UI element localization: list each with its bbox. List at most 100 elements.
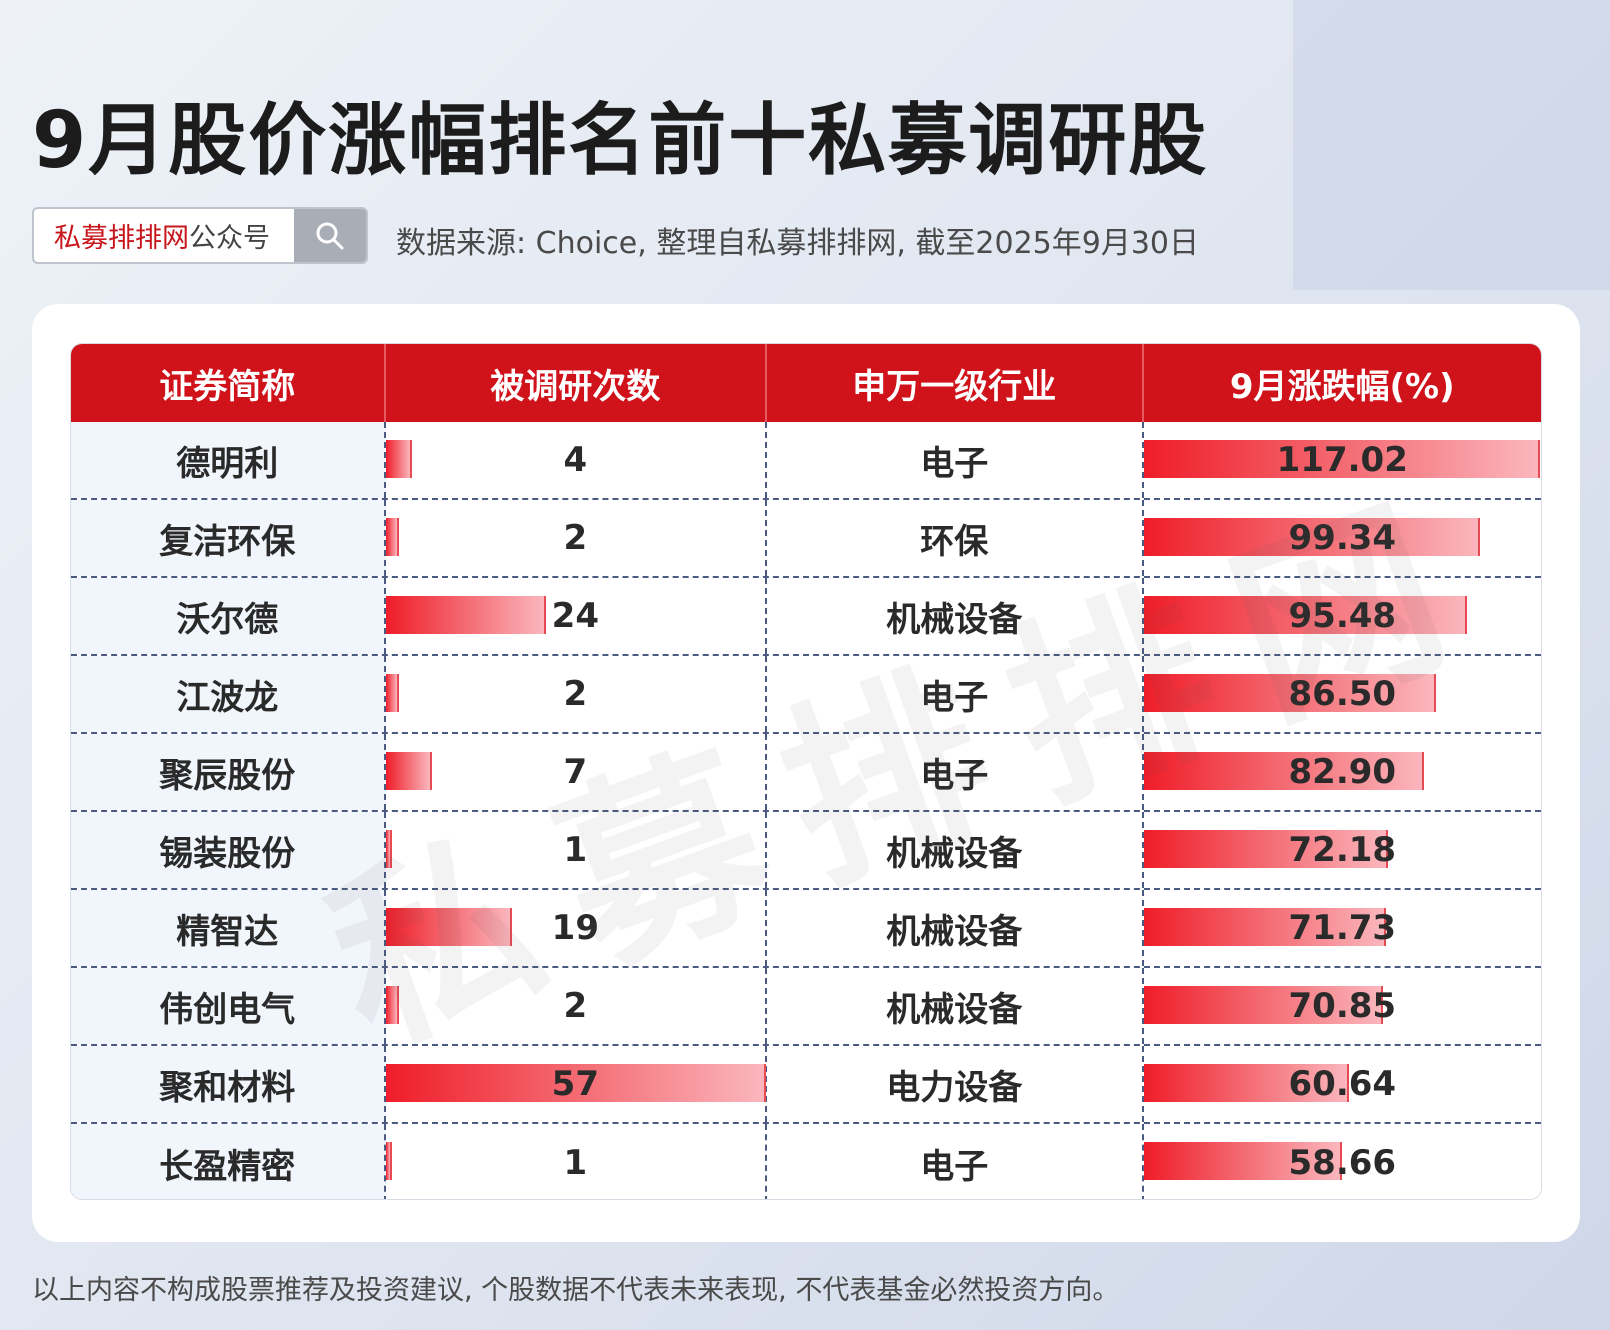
cell-change: 58.66: [1143, 1124, 1541, 1199]
table-row: 锡装股份 1 机械设备 72.18: [71, 812, 1541, 890]
industry-value: 机械设备: [886, 989, 1023, 1030]
cell-count: 1: [385, 812, 768, 888]
industry-value: 机械设备: [886, 599, 1023, 640]
change-value: 71.73: [1288, 908, 1397, 948]
count-bar: [385, 752, 433, 790]
cell-industry: 机械设备: [767, 890, 1144, 966]
cell-name: 长盈精密: [71, 1124, 386, 1199]
change-value: 82.90: [1288, 752, 1397, 792]
cell-count: 19: [385, 890, 768, 966]
count-bar: [385, 674, 399, 712]
count-bar: [385, 1142, 393, 1180]
stock-name: 聚和材料: [159, 1067, 296, 1108]
count-value: 57: [551, 1064, 599, 1104]
cell-change: 117.02: [1143, 422, 1541, 498]
search-button[interactable]: [294, 209, 366, 262]
data-source-note: 数据来源: Choice, 整理自私募排排网, 截至2025年9月30日: [396, 226, 1199, 261]
cell-industry: 电子: [767, 656, 1144, 732]
cell-industry: 机械设备: [767, 578, 1144, 654]
change-value: 70.85: [1288, 986, 1397, 1026]
change-bar: [1143, 830, 1388, 868]
table-row: 长盈精密 1 电子 58.66: [71, 1124, 1541, 1199]
cell-industry: 环保: [767, 500, 1144, 576]
count-value: 2: [563, 674, 588, 714]
header-count: 被调研次数: [386, 344, 768, 422]
cell-count: 24: [385, 578, 768, 654]
cell-change: 82.90: [1143, 734, 1541, 810]
change-bar: [1143, 908, 1387, 946]
search-brand-text: 私募排排网: [54, 223, 189, 254]
cell-count: 7: [385, 734, 768, 810]
table-row: 伟创电气 2 机械设备 70.85: [71, 968, 1541, 1046]
stock-name: 精智达: [176, 911, 279, 952]
cell-name: 江波龙: [71, 656, 386, 732]
cell-count: 4: [385, 422, 768, 498]
change-value: 99.34: [1288, 518, 1397, 558]
cell-industry: 电子: [767, 1124, 1144, 1199]
count-value: 1: [563, 830, 588, 870]
cell-change: 60.64: [1143, 1046, 1541, 1122]
search-box[interactable]: 私募排排网 公众号: [32, 207, 368, 264]
change-bar: [1143, 1142, 1343, 1180]
industry-value: 电子: [920, 443, 989, 484]
industry-value: 机械设备: [886, 911, 1023, 952]
cell-industry: 电子: [767, 734, 1144, 810]
change-value: 58.66: [1288, 1143, 1397, 1183]
industry-value: 电子: [920, 677, 989, 718]
cell-count: 1: [385, 1124, 768, 1199]
stock-name: 江波龙: [176, 677, 279, 718]
cell-name: 复洁环保: [71, 500, 386, 576]
table-row: 聚辰股份 7 电子 82.90: [71, 734, 1541, 812]
change-bar: [1143, 1064, 1349, 1102]
table-row: 江波龙 2 电子 86.50: [71, 656, 1541, 734]
cell-name: 锡装股份: [71, 812, 386, 888]
count-value: 1: [563, 1143, 588, 1183]
cell-name: 德明利: [71, 422, 386, 498]
cell-count: 2: [385, 500, 768, 576]
count-value: 2: [563, 518, 588, 558]
header-change: 9月涨跌幅(%): [1229, 366, 1455, 407]
industry-value: 电力设备: [886, 1067, 1023, 1108]
cell-count: 2: [385, 968, 768, 1044]
stock-name: 德明利: [176, 443, 279, 484]
change-bar: [1143, 518, 1480, 556]
stock-name: 长盈精密: [159, 1146, 296, 1187]
industry-value: 电子: [920, 755, 989, 796]
table-row: 复洁环保 2 环保 99.34: [71, 500, 1541, 578]
count-value: 4: [563, 440, 588, 480]
cell-change: 86.50: [1143, 656, 1541, 732]
change-value: 60.64: [1288, 1064, 1397, 1104]
count-bar: [385, 830, 393, 868]
cell-change: 99.34: [1143, 500, 1541, 576]
cell-industry: 机械设备: [767, 968, 1144, 1044]
change-value: 72.18: [1288, 830, 1397, 870]
change-bar: [1143, 596, 1467, 634]
cell-change: 70.85: [1143, 968, 1541, 1044]
count-bar: [385, 440, 413, 478]
stock-name: 锡装股份: [159, 833, 296, 874]
count-bar: [385, 908, 513, 946]
cell-name: 精智达: [71, 890, 386, 966]
table-row: 沃尔德 24 机械设备 95.48: [71, 578, 1541, 656]
ranking-table: 证券简称 被调研次数 申万一级行业 9月涨跌幅(%) 德明利 4 电子 117.02 复…: [70, 343, 1542, 1200]
count-value: 7: [563, 752, 588, 792]
cell-name: 沃尔德: [71, 578, 386, 654]
change-value: 117.02: [1276, 440, 1408, 480]
industry-value: 机械设备: [886, 833, 1023, 874]
table-body: 德明利 4 电子 117.02 复洁环保 2 环保 99.34 沃尔德 24 机械设备 95.48 江波…: [71, 422, 1541, 1199]
cell-change: 95.48: [1143, 578, 1541, 654]
cell-name: 聚和材料: [71, 1046, 386, 1122]
change-bar: [1143, 674, 1437, 712]
cell-name: 聚辰股份: [71, 734, 386, 810]
cell-industry: 电力设备: [767, 1046, 1144, 1122]
stock-name: 沃尔德: [176, 599, 279, 640]
industry-value: 环保: [920, 521, 989, 562]
header-name: 证券简称: [71, 344, 386, 422]
change-value: 95.48: [1288, 596, 1397, 636]
cell-count: 2: [385, 656, 768, 732]
search-icon: [316, 222, 344, 249]
change-bar: [1143, 440, 1540, 478]
table-row: 德明利 4 电子 117.02: [71, 422, 1541, 500]
change-bar: [1143, 752, 1425, 790]
search-query[interactable]: 私募排排网 公众号: [34, 209, 294, 262]
